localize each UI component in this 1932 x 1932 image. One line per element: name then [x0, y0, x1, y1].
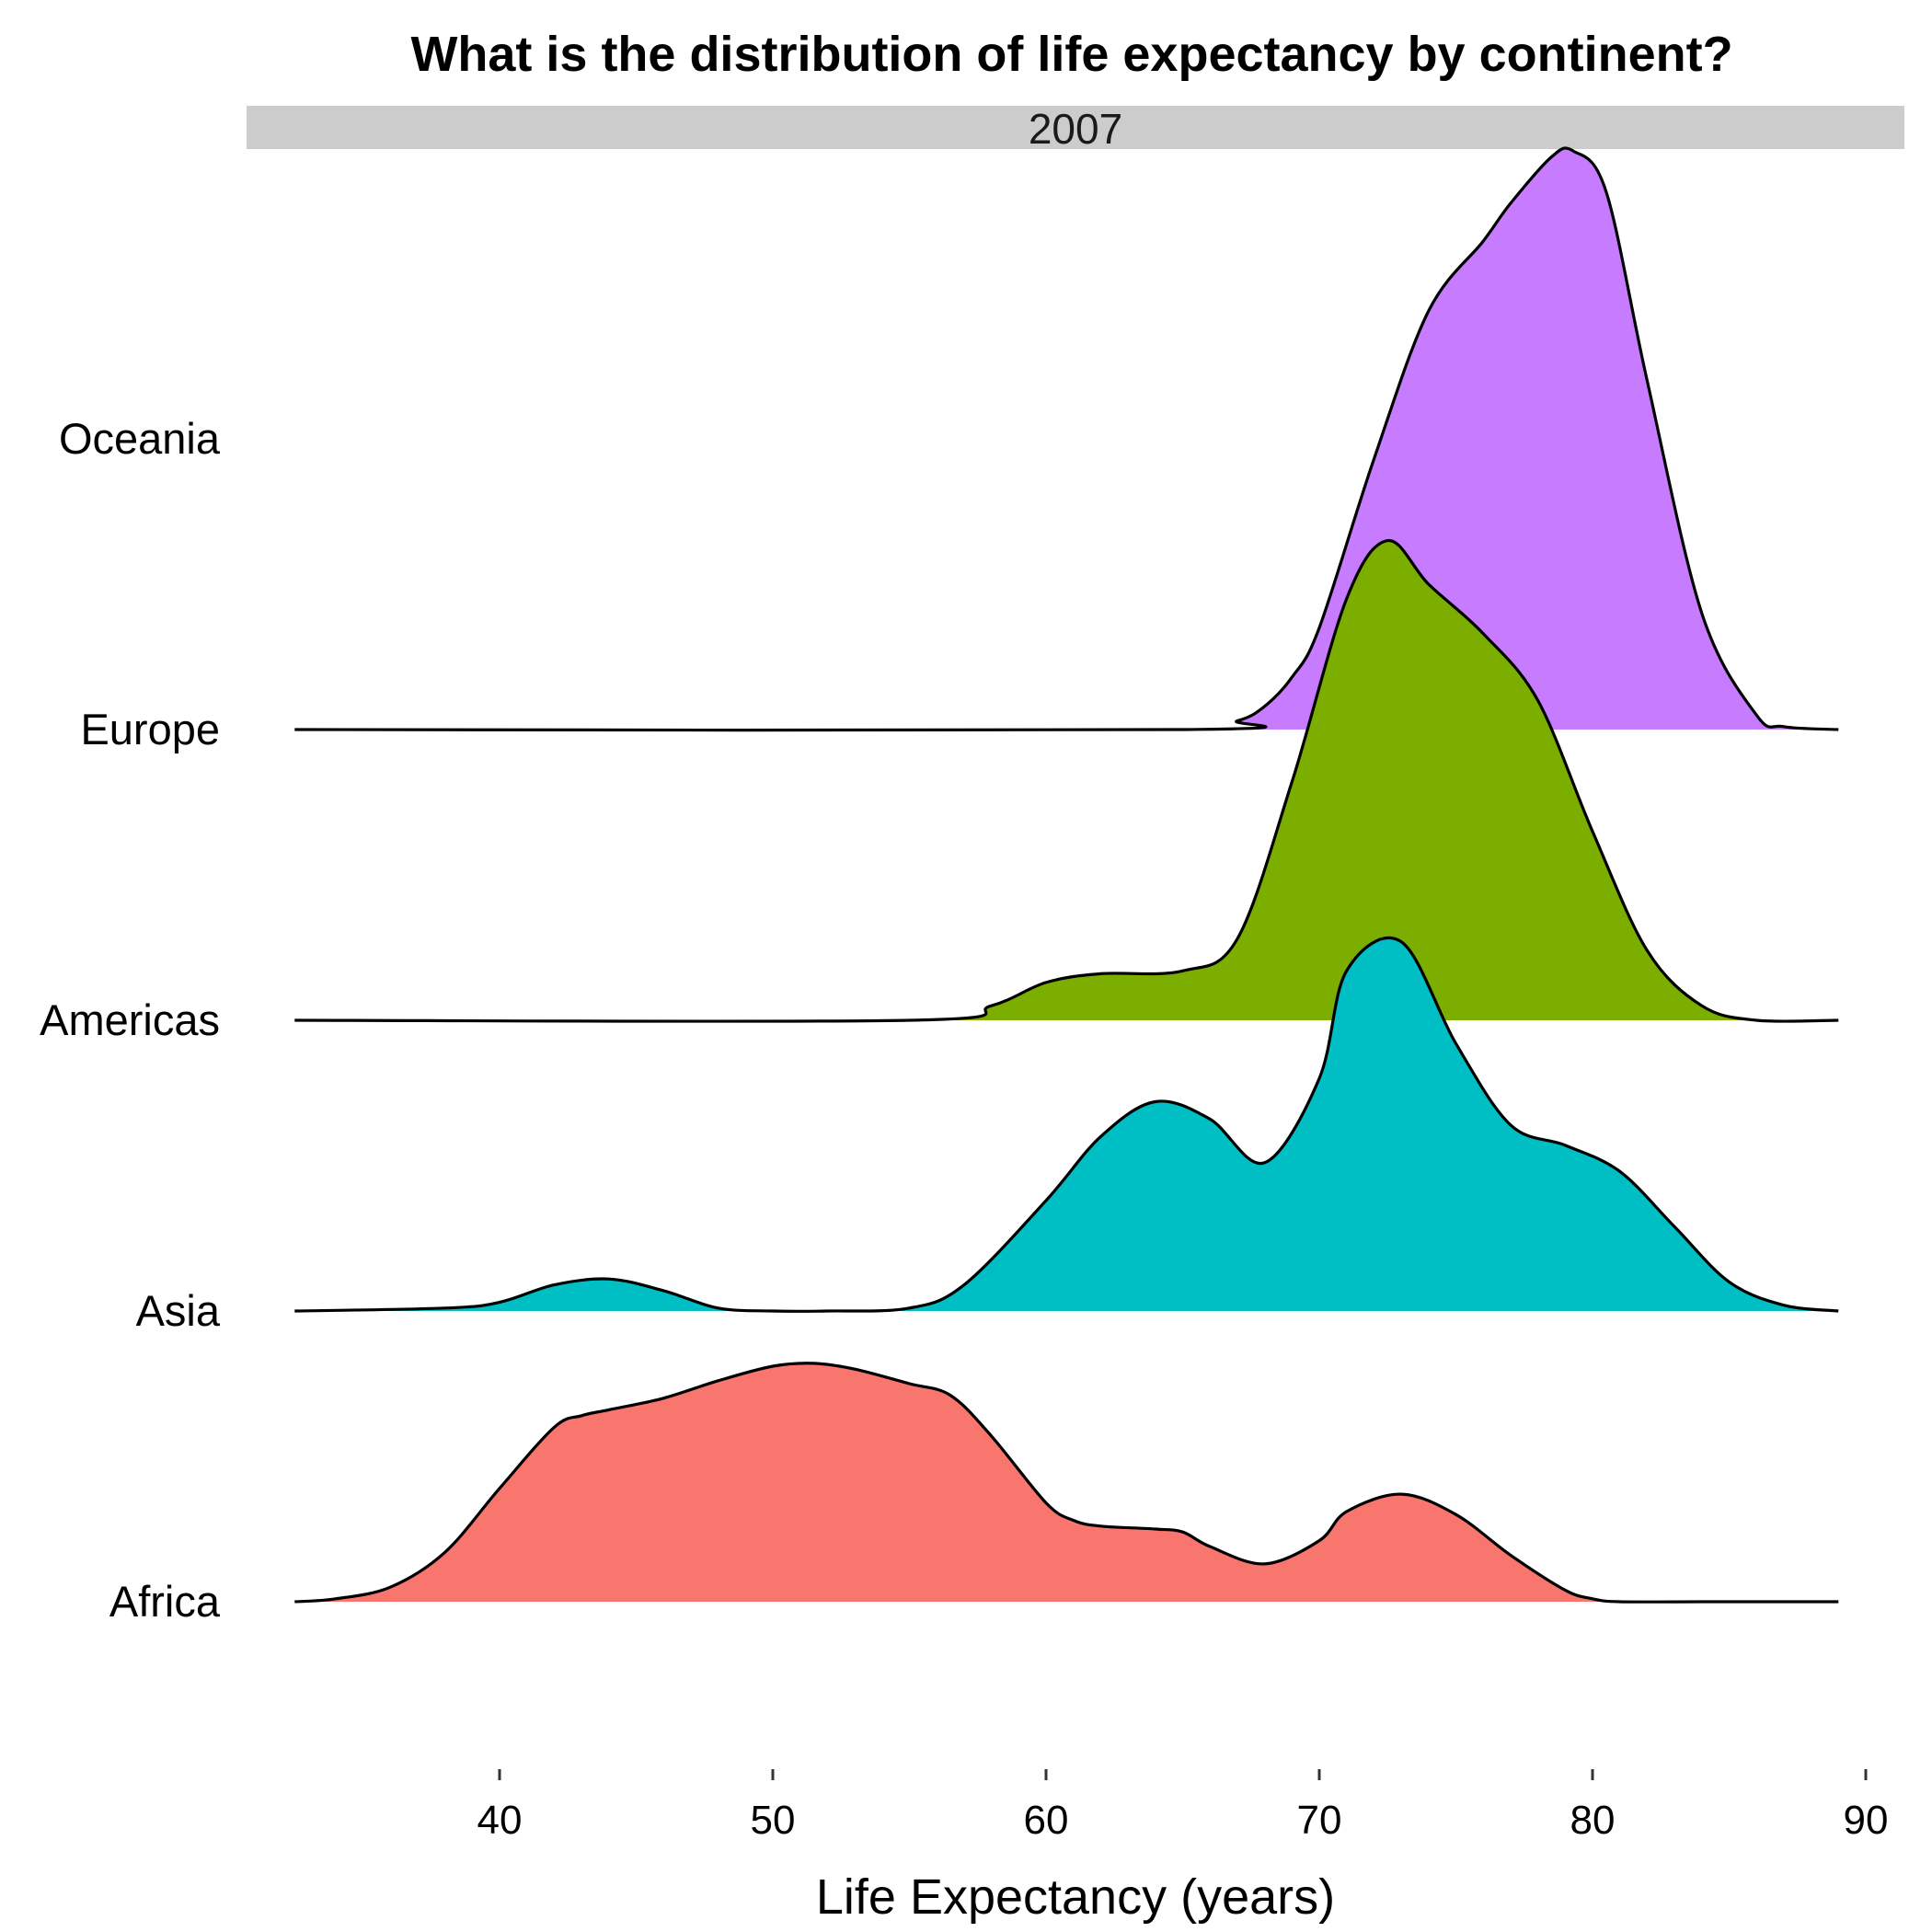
facet-strip	[247, 106, 1904, 149]
x-tick-label-60: 60	[1024, 1798, 1069, 1843]
x-tick-label-70: 70	[1297, 1798, 1342, 1843]
ridges-layer	[294, 146, 1839, 1604]
ridge-area-americas	[294, 540, 1839, 1022]
x-tick-label-80: 80	[1570, 1798, 1616, 1843]
x-axis-title: Life Expectancy (years)	[816, 1869, 1335, 1925]
ridge-africa	[294, 1362, 1839, 1604]
ridge-europe	[294, 146, 1839, 732]
x-tick-label-50: 50	[751, 1798, 796, 1843]
ridge-outline-africa	[294, 1362, 1839, 1604]
ridge-area-asia	[294, 937, 1839, 1312]
ridge-outline-asia	[294, 936, 1839, 1313]
x-axis: 40 50 60 70 80 90	[477, 1769, 1889, 1843]
row-label-oceania: Oceania	[59, 414, 221, 463]
row-label-asia: Asia	[136, 1286, 221, 1335]
row-labels: Africa Asia Americas Europe Oceania	[40, 414, 221, 1626]
row-label-africa: Africa	[109, 1577, 221, 1626]
row-label-americas: Americas	[40, 995, 220, 1044]
ridge-area-europe	[294, 147, 1839, 730]
ridge-asia	[294, 936, 1839, 1313]
x-tick-label-90: 90	[1844, 1798, 1889, 1843]
chart-title: What is the distribution of life expecta…	[410, 27, 1732, 82]
ridge-area-africa	[294, 1363, 1839, 1603]
ridge-americas	[294, 538, 1839, 1023]
x-tick-label-40: 40	[477, 1798, 523, 1843]
row-label-europe: Europe	[80, 705, 220, 753]
facet-strip-label: 2007	[1029, 105, 1122, 153]
ridge-outline-americas	[294, 538, 1839, 1023]
ridge-outline-europe	[294, 146, 1839, 732]
